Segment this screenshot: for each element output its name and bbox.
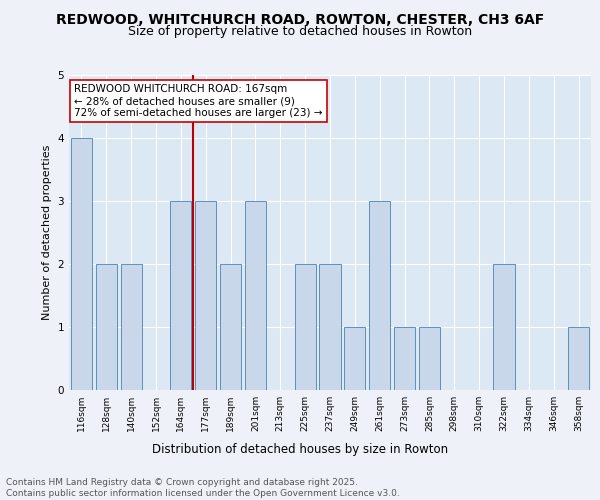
Y-axis label: Number of detached properties: Number of detached properties bbox=[42, 145, 52, 320]
Bar bbox=[71, 138, 92, 390]
Bar bbox=[493, 264, 515, 390]
Text: Size of property relative to detached houses in Rowton: Size of property relative to detached ho… bbox=[128, 25, 472, 38]
Bar bbox=[295, 264, 316, 390]
Bar bbox=[245, 201, 266, 390]
Bar bbox=[319, 264, 341, 390]
Text: Contains HM Land Registry data © Crown copyright and database right 2025.
Contai: Contains HM Land Registry data © Crown c… bbox=[6, 478, 400, 498]
Text: REDWOOD, WHITCHURCH ROAD, ROWTON, CHESTER, CH3 6AF: REDWOOD, WHITCHURCH ROAD, ROWTON, CHESTE… bbox=[56, 12, 544, 26]
Bar bbox=[195, 201, 216, 390]
Bar bbox=[419, 327, 440, 390]
Bar bbox=[394, 327, 415, 390]
Text: Distribution of detached houses by size in Rowton: Distribution of detached houses by size … bbox=[152, 442, 448, 456]
Bar bbox=[344, 327, 365, 390]
Bar bbox=[568, 327, 589, 390]
Bar bbox=[220, 264, 241, 390]
Bar bbox=[96, 264, 117, 390]
Bar bbox=[170, 201, 191, 390]
Text: REDWOOD WHITCHURCH ROAD: 167sqm
← 28% of detached houses are smaller (9)
72% of : REDWOOD WHITCHURCH ROAD: 167sqm ← 28% of… bbox=[74, 84, 323, 117]
Bar bbox=[121, 264, 142, 390]
Bar bbox=[369, 201, 390, 390]
